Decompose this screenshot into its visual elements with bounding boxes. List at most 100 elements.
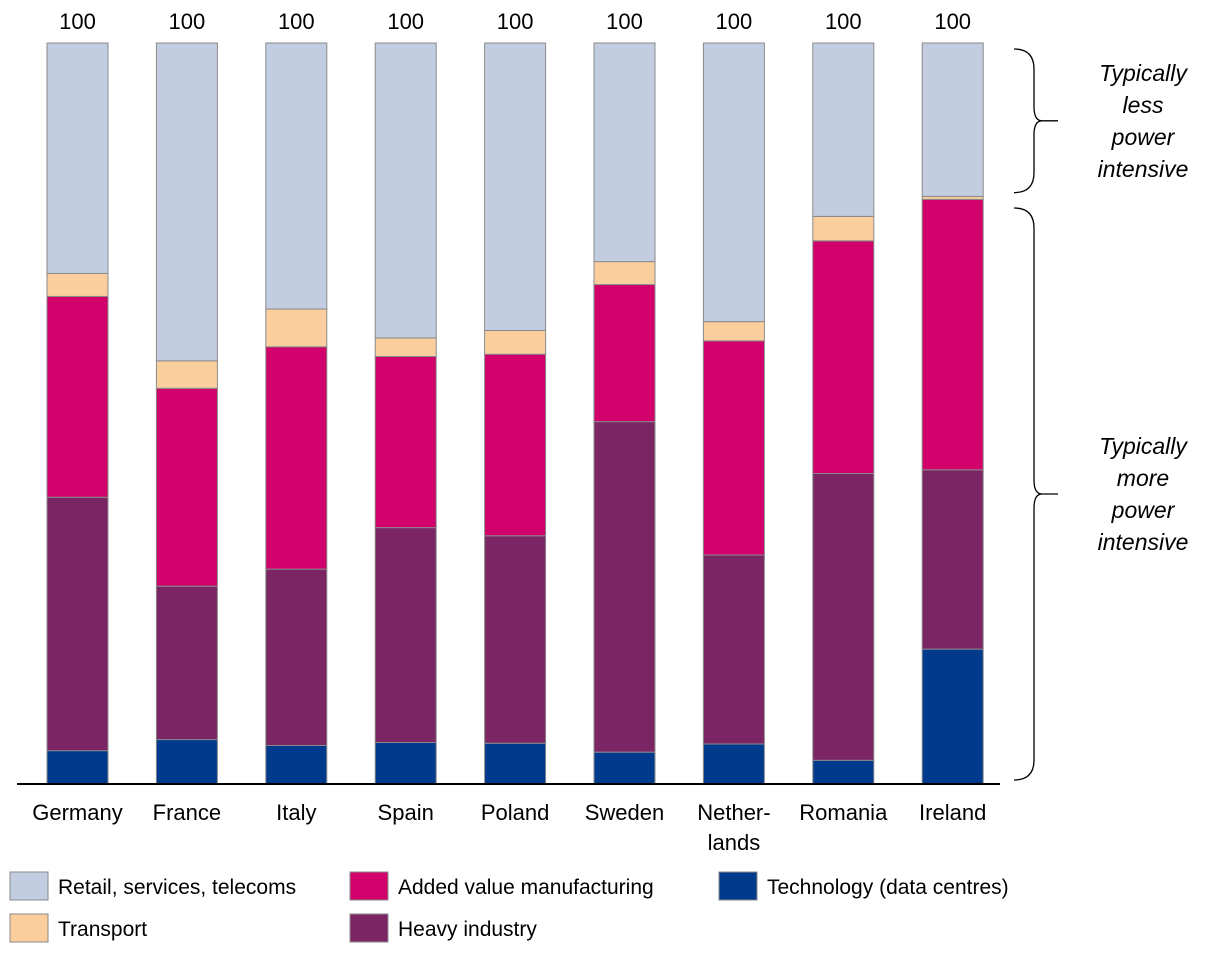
category-label-ireland: Ireland [919,800,986,825]
annotation-less-power-intensive: Typically less power intensive [1098,60,1189,182]
category-label-poland: Poland [481,800,550,825]
total-label-nether-lands: 100 [716,9,753,34]
bar-france-retail-services-telecoms [155,42,218,362]
total-label-italy: 100 [278,9,315,34]
brace-more [1013,207,1058,781]
category-label-italy: Italy [276,800,316,825]
bar-nether-lands-transport [702,321,765,342]
category-label-line: Germany [32,800,122,825]
bar-ireland-technology-data-centres [921,648,984,785]
bar-poland-transport [484,330,547,355]
category-label-romania: Romania [799,800,888,825]
total-label-germany: 100 [59,9,96,34]
bar-germany-transport [46,272,109,297]
category-label-germany: Germany [32,800,122,825]
legend-swatch-added-value-manufacturing [349,871,389,901]
annotation-line: intensive [1098,156,1189,182]
bar-nether-lands-added-value-manufacturing [702,340,765,556]
bar-italy-technology-data-centres [265,744,328,785]
bar-germany-added-value-manufacturing [46,295,109,498]
total-label-sweden: 100 [606,9,643,34]
bar-germany-technology-data-centres [46,750,109,785]
bar-poland-retail-services-telecoms [484,42,547,332]
category-label-line: Sweden [585,800,665,825]
bar-nether-lands-technology-data-centres [702,743,765,785]
bar-italy-transport [265,308,328,348]
total-label-spain: 100 [387,9,424,34]
bar-sweden-technology-data-centres [593,751,656,785]
category-label-france: France [153,800,221,825]
legend-swatch-transport [9,913,49,943]
annotation-more-power-intensive: Typically more power intensive [1098,433,1189,555]
category-labels: Germany France Italy Spain Poland Sweden Nethe… [32,800,986,855]
bar-germany-retail-services-telecoms [46,42,109,274]
bar-poland-added-value-manufacturing [484,353,547,537]
category-label-line: Italy [276,800,316,825]
bar-france-added-value-manufacturing [155,387,218,587]
legend-label-heavy-industry: Heavy industry [398,918,537,941]
brace-less [1013,48,1058,194]
category-label-line: lands [708,830,761,855]
bar-poland-heavy-industry [484,535,547,744]
category-label-nether-lands: Nether-lands [697,800,770,855]
legend-label-technology-data-centres: Technology (data centres) [767,876,1009,899]
bar-romania-retail-services-telecoms [812,42,875,217]
total-label-ireland: 100 [934,9,971,34]
annotation-line: less [1123,92,1164,118]
category-label-spain: Spain [378,800,434,825]
bar-germany-heavy-industry [46,496,109,752]
bar-spain-transport [374,337,437,357]
bar-spain-added-value-manufacturing [374,355,437,529]
bar-ireland-added-value-manufacturing [921,198,984,471]
bar-spain-heavy-industry [374,527,437,744]
bar-sweden-transport [593,261,656,286]
annotation-line: Typically [1099,433,1188,459]
legend-label-transport: Transport [58,918,147,941]
annotation-line: power [1111,124,1176,150]
legend-swatch-technology-data-centres [718,871,758,901]
bar-poland-technology-data-centres [484,742,547,785]
bar-romania-heavy-industry [812,473,875,761]
total-labels: 100 100 100 100 100 100 100 100 100 [59,9,971,34]
category-label-line: Ireland [919,800,986,825]
bar-sweden-retail-services-telecoms [593,42,656,263]
category-label-line: Romania [799,800,888,825]
bar-italy-added-value-manufacturing [265,346,328,570]
annotation-line: more [1117,465,1169,491]
annotation-line: power [1111,497,1176,523]
bar-romania-added-value-manufacturing [812,240,875,475]
category-label-line: France [153,800,221,825]
bars-group [46,42,984,785]
total-label-romania: 100 [825,9,862,34]
category-label-line: Poland [481,800,550,825]
legend-label-added-value-manufacturing: Added value manufacturing [398,876,654,899]
legend-swatch-retail-services-telecoms [9,871,49,901]
annotation-line: intensive [1098,529,1189,555]
bar-ireland-retail-services-telecoms [921,42,984,197]
total-label-france: 100 [169,9,206,34]
bar-italy-retail-services-telecoms [265,42,328,310]
bar-nether-lands-retail-services-telecoms [702,42,765,323]
legend-label-retail-services-telecoms: Retail, services, telecoms [58,876,296,899]
category-label-sweden: Sweden [585,800,665,825]
bar-france-technology-data-centres [155,739,218,785]
bar-france-transport [155,360,218,389]
bar-romania-transport [812,215,875,242]
total-label-poland: 100 [497,9,534,34]
bar-spain-retail-services-telecoms [374,42,437,339]
legend-swatch-heavy-industry [349,913,389,943]
category-label-line: Nether- [697,800,770,825]
annotation-line: Typically [1099,60,1188,86]
legend: Retail, services, telecoms Added value ma… [9,871,1009,943]
bar-france-heavy-industry [155,585,218,741]
bar-nether-lands-heavy-industry [702,554,765,745]
bar-sweden-heavy-industry [593,421,656,753]
bar-ireland-heavy-industry [921,469,984,650]
bar-italy-heavy-industry [265,568,328,746]
bar-romania-technology-data-centres [812,759,875,785]
bar-spain-technology-data-centres [374,742,437,785]
category-label-line: Spain [378,800,434,825]
bar-sweden-added-value-manufacturing [593,284,656,423]
annotations: Typically less power intensive Typically more… [1013,48,1189,781]
